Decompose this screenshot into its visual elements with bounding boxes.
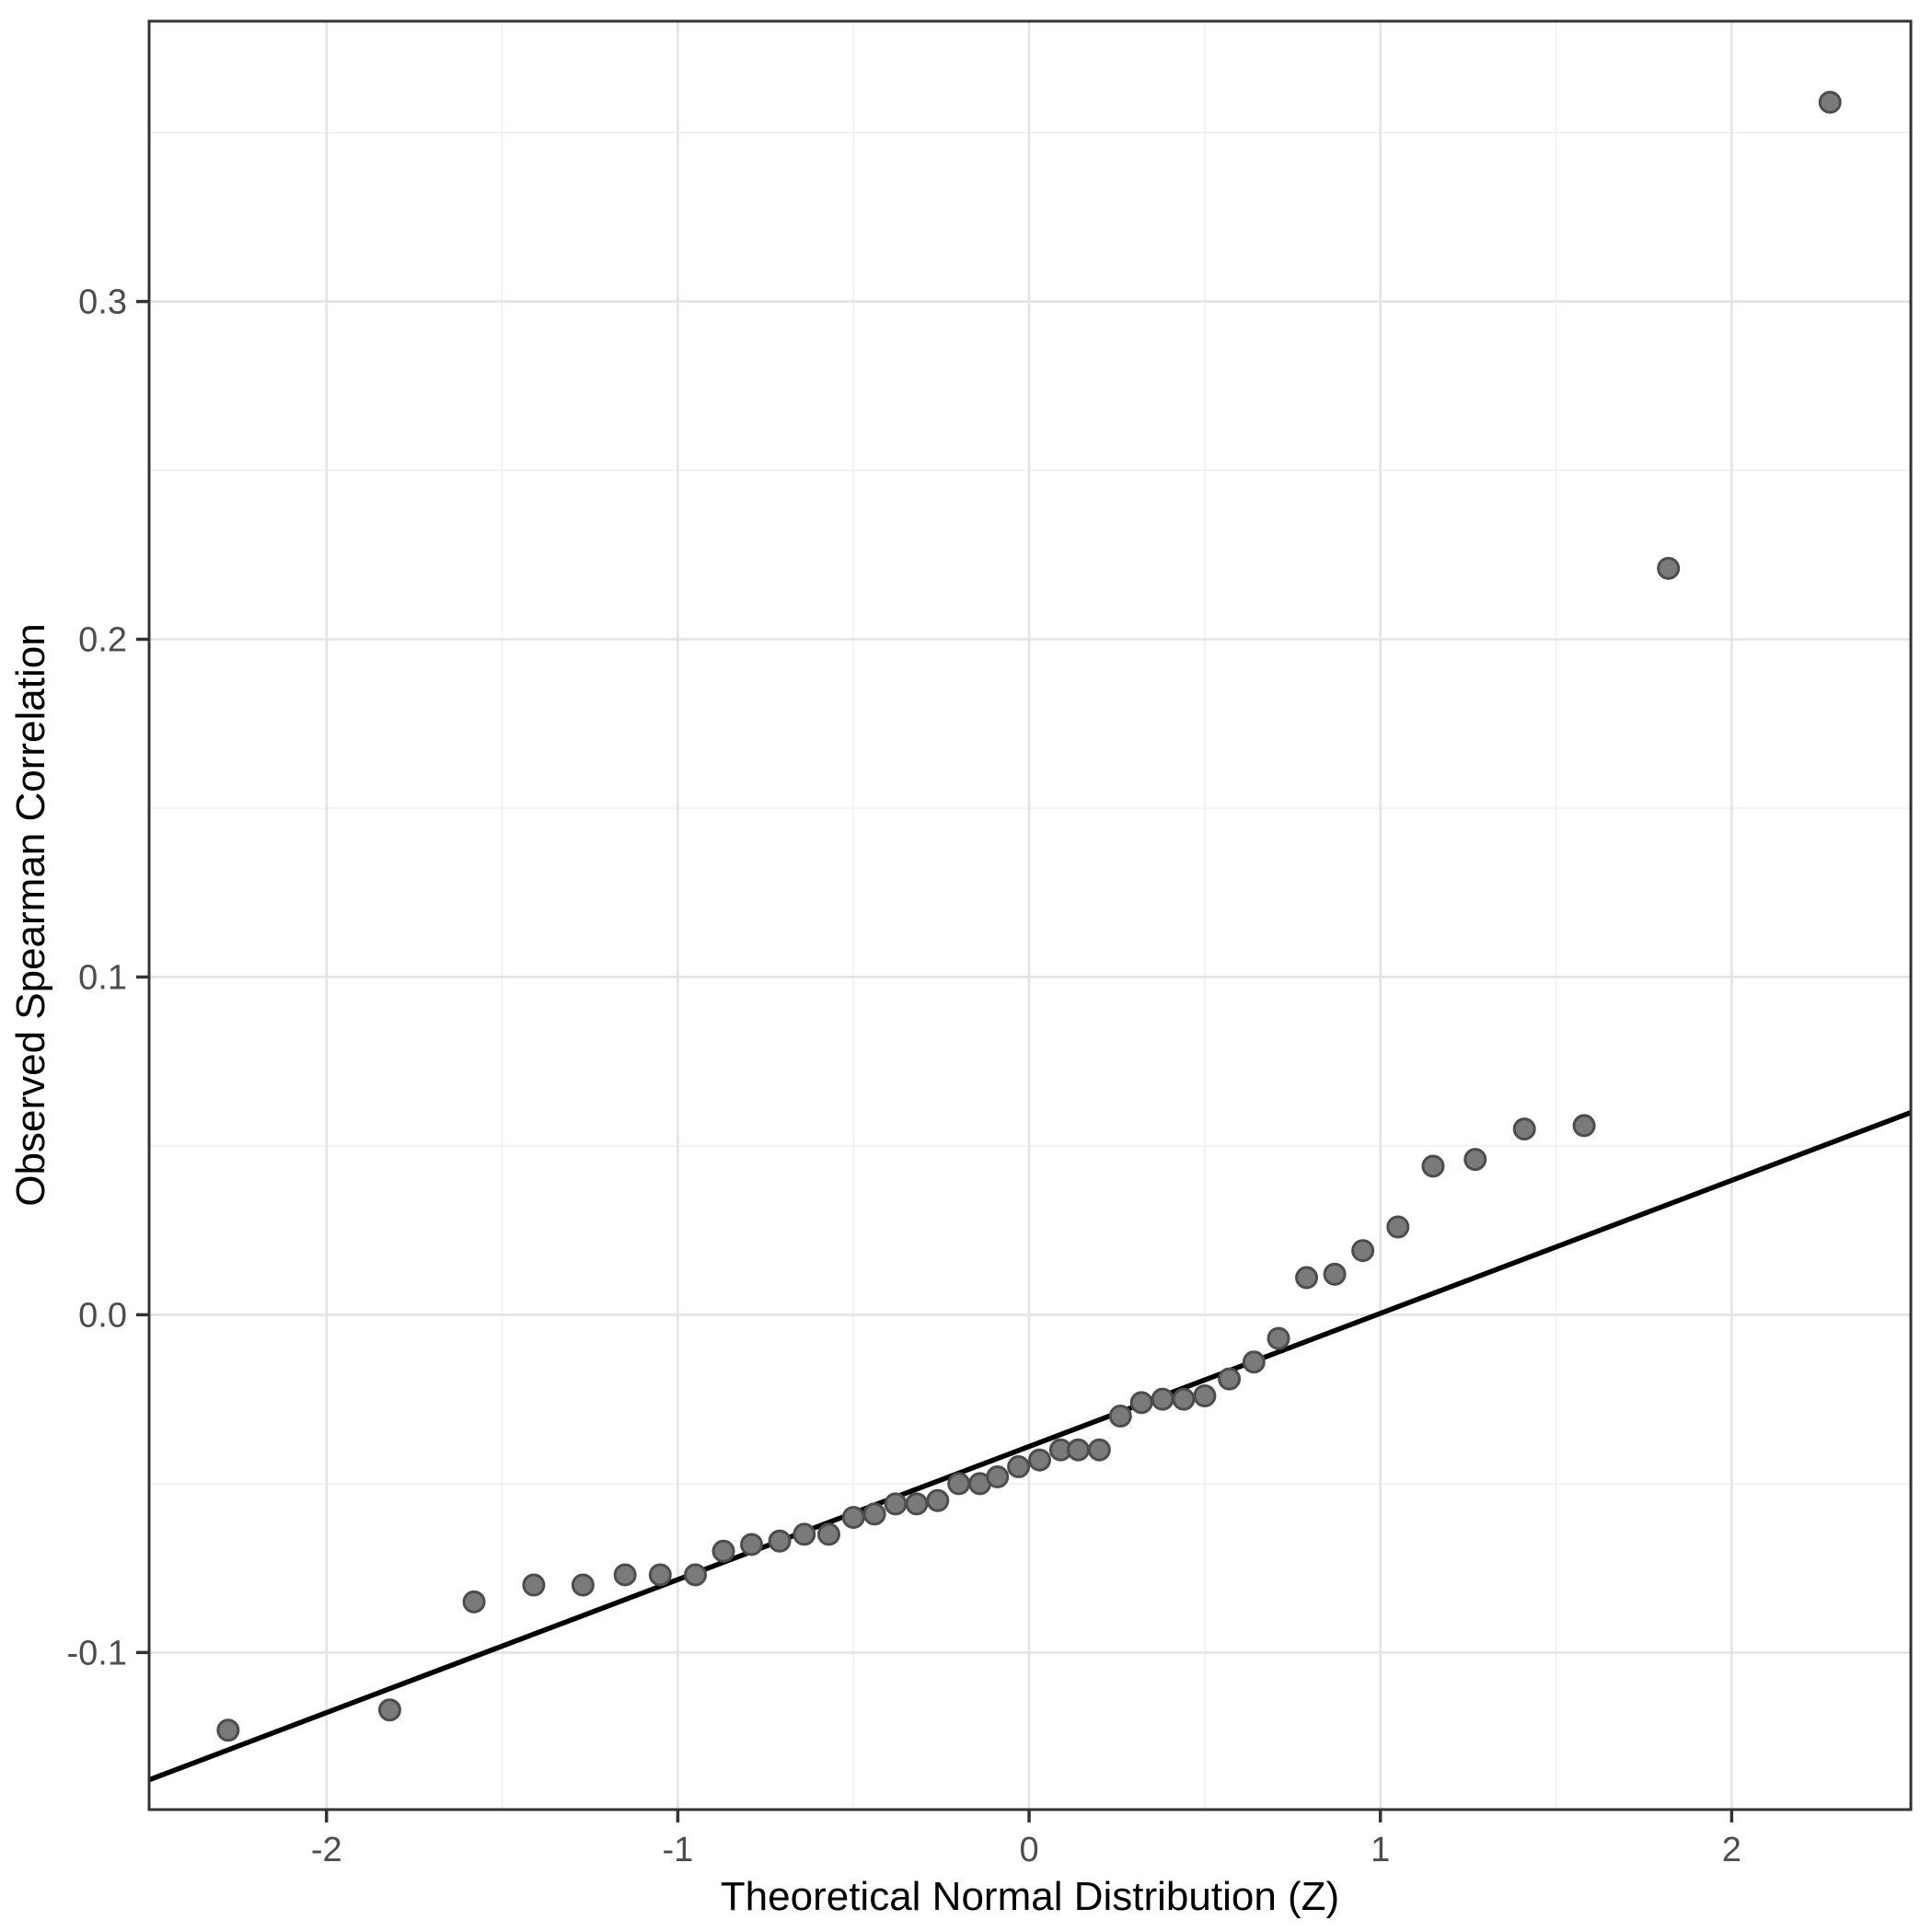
data-point: [1323, 1262, 1347, 1286]
data-point: [711, 1539, 735, 1563]
data-point: [1172, 1387, 1196, 1411]
data-point: [462, 1590, 486, 1614]
data-point: [817, 1522, 841, 1546]
data-point: [740, 1533, 764, 1556]
data-point: [1027, 1448, 1051, 1472]
data-point: [1218, 1367, 1242, 1391]
data-point: [792, 1522, 816, 1546]
data-point: [613, 1563, 637, 1587]
data-point: [905, 1492, 929, 1516]
data-point: [1295, 1266, 1319, 1290]
data-point: [884, 1492, 908, 1516]
x-tick-label: -2: [311, 1831, 342, 1869]
data-point: [1657, 556, 1681, 580]
data-point: [926, 1488, 950, 1512]
x-tick-label: -1: [662, 1831, 693, 1869]
y-tick-label: -0.1: [67, 1634, 127, 1672]
data-point: [1129, 1391, 1153, 1415]
data-point: [1151, 1387, 1174, 1411]
data-point: [862, 1502, 886, 1526]
data-point: [1193, 1383, 1217, 1407]
y-tick-label: 0.2: [78, 621, 127, 660]
x-tick-label: 0: [1019, 1831, 1038, 1869]
data-point: [1087, 1438, 1111, 1462]
data-point: [1818, 90, 1842, 114]
data-point: [1267, 1326, 1290, 1350]
data-point: [1512, 1117, 1536, 1141]
y-axis-title: Observed Spearman Correlation: [8, 623, 53, 1207]
data-point: [1242, 1350, 1266, 1374]
x-axis-title: Theoretical Normal Distribution (Z): [720, 1874, 1340, 1919]
qq-reference-line: [148, 1110, 1912, 1783]
data-point: [986, 1465, 1010, 1489]
data-point: [1421, 1154, 1445, 1178]
x-tick-label: 2: [1722, 1831, 1741, 1869]
data-point: [841, 1506, 865, 1530]
x-tick-label: 1: [1371, 1831, 1390, 1869]
data-point: [1386, 1215, 1410, 1239]
data-point: [522, 1573, 546, 1597]
data-point: [1007, 1455, 1031, 1479]
data-point: [216, 1718, 240, 1742]
data-point: [768, 1529, 792, 1553]
data-point: [377, 1698, 401, 1722]
data-point: [1108, 1405, 1132, 1429]
data-point: [1066, 1438, 1090, 1462]
y-tick-label: 0.0: [78, 1296, 127, 1335]
data-point: [683, 1563, 707, 1587]
y-tick-label: 0.1: [78, 958, 127, 997]
data-point: [571, 1573, 595, 1597]
data-point: [947, 1472, 971, 1496]
data-point: [1351, 1239, 1375, 1263]
y-tick-label: 0.3: [78, 283, 127, 322]
data-point: [1572, 1114, 1596, 1138]
data-point: [648, 1563, 672, 1587]
data-point: [1463, 1148, 1487, 1172]
